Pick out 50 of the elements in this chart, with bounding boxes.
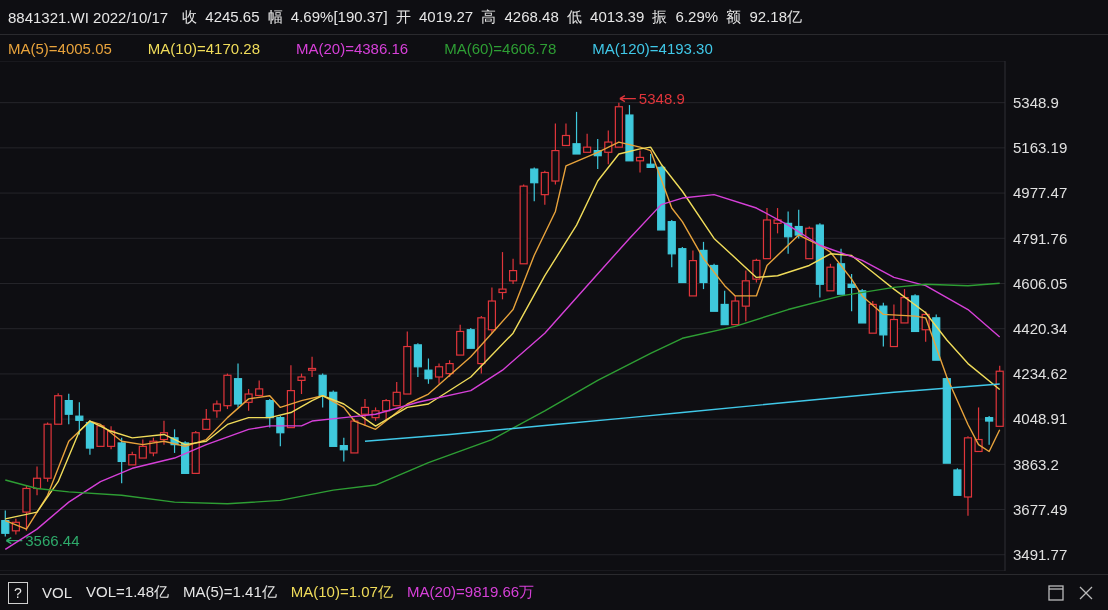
candlestick [614,102,623,148]
text: VOL=1.48亿 [86,583,169,602]
text: MA(5)=1.41亿 [182,583,277,602]
candlestick [434,362,444,385]
line-series [4,193,1001,551]
candlestick [836,248,846,295]
chart-subtitle: 收 4245.65 幅 4.69%[190.37] 开 4019.27 高 4268.48 低 4013.39 振 6.29% 额 92.18亿 [182,7,803,27]
candlestick [762,207,772,260]
y-tick-label: 4606.05 [1013,274,1068,292]
text: MA(20)=4386.16 [295,39,409,57]
text: MA(20)=9819.66万 [406,583,535,602]
y-tick-label: 3863.2 [1013,455,1059,473]
text: MA(60)=4606.78 [444,39,557,57]
candlestick [360,398,370,427]
candlestick [233,362,243,409]
help-icon: ? [8,581,28,604]
candlestick [413,342,422,378]
candlestick [508,258,518,285]
y-tick-label: 3677.49 [1013,500,1068,518]
candlestick [815,222,824,299]
text: MA(5)=4005.05 [8,39,112,57]
line-series [4,282,1001,505]
candlestick [985,415,994,446]
y-tick-label: 4791.76 [1013,229,1068,247]
candlestick [307,356,317,378]
candlestick [561,122,571,147]
chart-title: 8841321.WI 2022/10/17 [8,8,169,26]
text: VOL [42,584,73,601]
candlestick [572,111,581,155]
candlestick [583,133,592,153]
candlestick [688,249,698,297]
candlestick [910,293,920,333]
candlestick [889,303,899,348]
annotation: 5348.9 [638,89,685,107]
annotation: 3566.44 [25,531,80,549]
y-tick-label: 5163.19 [1013,139,1068,157]
candlestick [212,399,221,419]
text: MA(10)=4170.28 [147,39,260,57]
y-tick-label: 4977.47 [1013,184,1068,202]
candlestick [709,263,719,312]
candlestick [963,435,973,517]
candlestick [487,286,497,334]
y-tick-label: 5348.9 [1013,93,1059,111]
text: MA(120)=4193.30 [592,39,713,57]
y-tick-label: 4234.62 [1013,365,1068,383]
y-tick-label: 4420.34 [1013,320,1068,338]
candlestick [382,398,391,422]
y-tick-label: 4048.91 [1013,410,1068,428]
y-tick-label: 3491.77 [1013,546,1068,564]
text: MA(10)=1.07亿 [290,583,393,602]
